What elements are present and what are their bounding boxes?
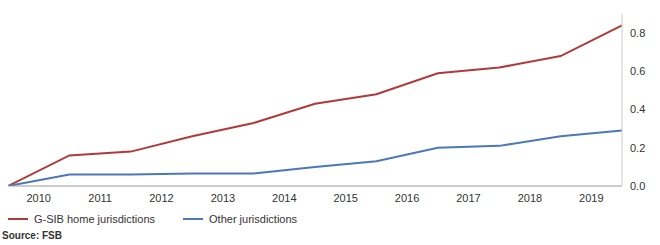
svg-text:2015: 2015	[333, 192, 357, 204]
html-text:Source: FSB: Source: FSB	[2, 230, 62, 241]
svg-text:2011: 2011	[88, 192, 112, 204]
svg-text:2012: 2012	[149, 192, 173, 204]
svg-text:2017: 2017	[456, 192, 480, 204]
svg-text:0.0: 0.0	[630, 180, 645, 192]
svg-text:0.8: 0.8	[630, 27, 645, 39]
html-text:G-SIB home jurisdictions: G-SIB home jurisdictions	[34, 213, 155, 225]
svg-text:2019: 2019	[579, 192, 603, 204]
svg-text:2010: 2010	[26, 192, 50, 204]
html-text:Other jurisdictions: Other jurisdictions	[209, 213, 298, 225]
svg-text:2018: 2018	[518, 192, 542, 204]
svg-text:2016: 2016	[395, 192, 419, 204]
svg-text:0.6: 0.6	[630, 65, 645, 77]
svg-text:2014: 2014	[272, 192, 296, 204]
svg-text:0.4: 0.4	[630, 103, 645, 115]
svg-text:2013: 2013	[211, 192, 235, 204]
svg-text:0.2: 0.2	[630, 142, 645, 154]
